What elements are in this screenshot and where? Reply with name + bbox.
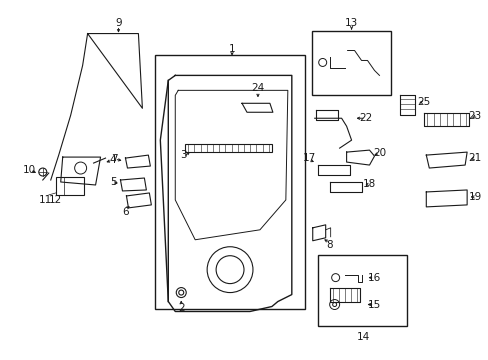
Bar	[317, 255, 407, 327]
Text: 6: 6	[122, 207, 128, 217]
Bar	[56, 177, 83, 195]
Text: 12: 12	[49, 195, 62, 205]
Text: 9: 9	[115, 18, 122, 28]
Text: 25: 25	[417, 97, 430, 107]
Text: 8: 8	[325, 240, 332, 250]
Text: 1: 1	[228, 44, 235, 54]
Text: 19: 19	[468, 192, 481, 202]
Text: 18: 18	[362, 179, 375, 189]
Text: 22: 22	[358, 113, 371, 123]
Text: 15: 15	[367, 300, 380, 310]
Text: 13: 13	[344, 18, 358, 28]
Text: 14: 14	[356, 332, 369, 342]
Bar	[185, 144, 271, 152]
Text: 20: 20	[372, 148, 385, 158]
Text: 5: 5	[110, 177, 117, 187]
Text: 3: 3	[180, 150, 186, 160]
Text: 10: 10	[23, 165, 36, 175]
Text: 16: 16	[367, 273, 380, 283]
Text: 11: 11	[39, 195, 52, 205]
Text: 23: 23	[468, 111, 481, 121]
Bar	[311, 31, 390, 95]
Text: 17: 17	[303, 153, 316, 163]
Text: 21: 21	[468, 153, 481, 163]
Text: 24: 24	[251, 84, 264, 93]
Text: 4: 4	[109, 155, 116, 165]
Text: 7: 7	[111, 154, 118, 164]
Text: 2: 2	[178, 302, 184, 312]
Bar	[155, 55, 304, 310]
